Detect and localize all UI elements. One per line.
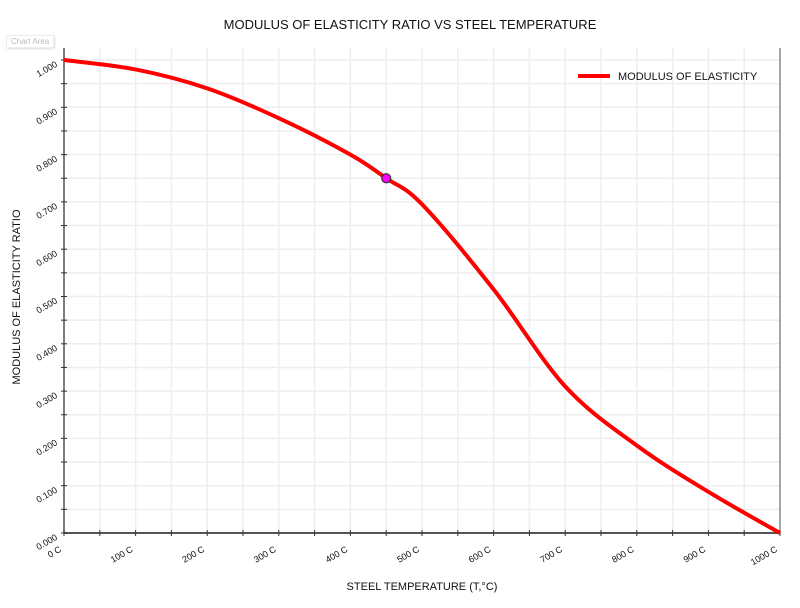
series-line [63,58,781,535]
y-tick-label: 0.500 [34,296,59,316]
x-tick-label: 600 C [467,544,493,565]
y-tick-label: 0.100 [34,485,59,505]
y-tick-label: 0.800 [34,154,59,174]
chart-area-label: Chart Area [6,35,55,48]
x-axis-label: STEEL TEMPERATURE (T,°C) [347,581,498,593]
x-tick-label: 1000 C [749,544,780,567]
x-tick-label: 300 C [252,544,278,565]
x-tick-label: 100 C [109,544,135,565]
chart-title: MODULUS OF ELASTICITY RATIO VS STEEL TEM… [224,17,597,32]
y-tick-label: 0.700 [34,201,59,221]
x-tick-label: 500 C [395,544,421,565]
y-tick-label: 0.200 [34,437,59,457]
x-tick-label: 800 C [610,544,636,565]
y-tick-label: 0.900 [34,106,59,126]
y-tick-label: 0.400 [34,343,59,363]
x-tick-label: 200 C [180,544,206,565]
y-tick-label: 0.600 [34,248,59,268]
x-tick-label: 400 C [324,544,350,565]
legend-label: MODULUS OF ELASTICITY [618,71,758,83]
y-tick-label: 0.300 [34,390,59,410]
y-axis-label: MODULUS OF ELASTICITY RATIO [11,209,23,384]
legend: MODULUS OF ELASTICITY [578,71,758,83]
y-tick-label: 1.000 [34,59,59,79]
highlight-point [381,173,392,184]
x-tick-label: 900 C [682,544,708,565]
x-tick-label: 700 C [538,544,564,565]
